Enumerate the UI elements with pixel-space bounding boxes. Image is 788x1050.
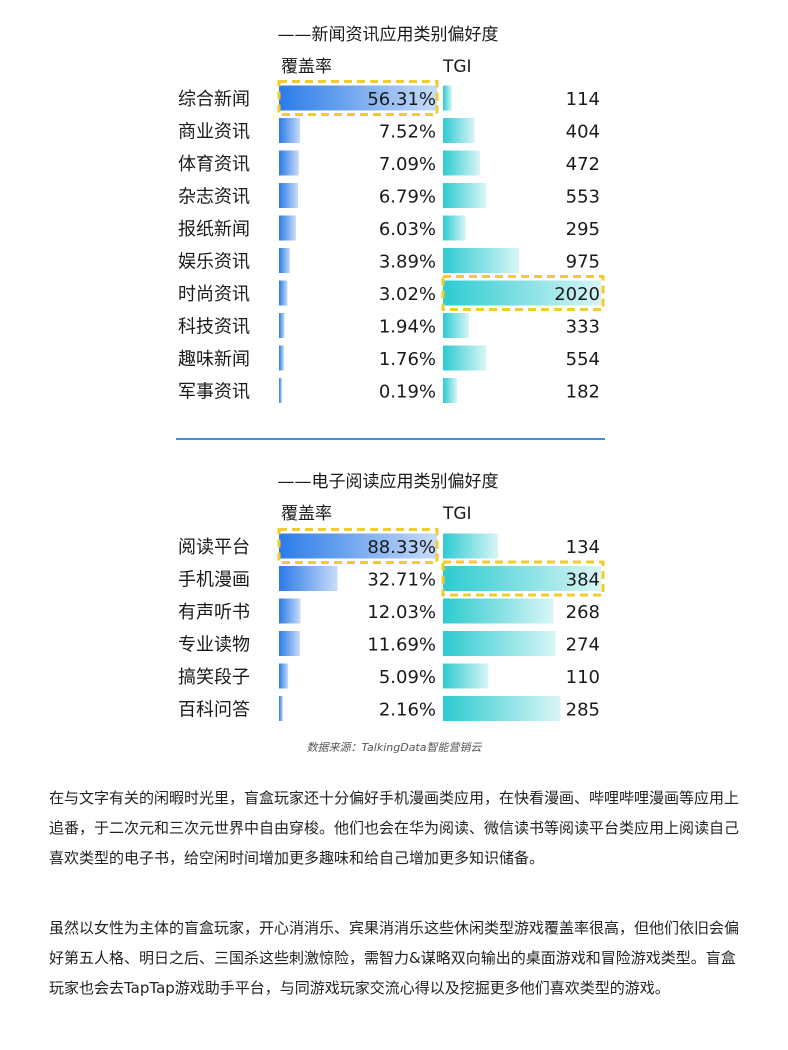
coverage-value-label: 2.16% [379, 700, 436, 721]
category-label: 手机漫画 [178, 570, 250, 591]
category-label: 军事资讯 [178, 382, 250, 403]
tgi-bar [443, 378, 458, 403]
section-divider [176, 438, 605, 440]
tgi-bar [443, 598, 554, 624]
category-label: 有声听书 [178, 602, 250, 623]
coverage-value-label: 3.02% [379, 284, 436, 305]
column-header-tgi: TGI [442, 504, 472, 524]
tgi-bar [443, 696, 561, 721]
coverage-bar [279, 598, 301, 624]
tgi-value-label: 114 [566, 89, 600, 110]
tgi-bar [443, 533, 499, 559]
coverage-value-label: 12.03% [367, 602, 436, 623]
tgi-value-label: 134 [566, 537, 600, 558]
coverage-value-label: 6.79% [379, 187, 436, 208]
paragraph-comics-reading: 在与文字有关的闲暇时光里，盲盒玩家还十分偏好手机漫画类应用，在快看漫画、哔哩哔哩… [49, 789, 740, 867]
coverage-value-label: 0.19% [379, 382, 436, 403]
category-label: 阅读平台 [178, 537, 250, 558]
category-label: 时尚资讯 [178, 284, 250, 305]
coverage-highlight-box [277, 528, 439, 564]
tgi-value-label: 333 [566, 317, 600, 338]
data-source: 数据来源：TalkingData智能营销云 [306, 741, 482, 754]
category-label: 综合新闻 [178, 89, 250, 110]
category-label: 娱乐资讯 [178, 252, 250, 273]
tgi-bar [443, 345, 487, 371]
category-label: 科技资讯 [178, 317, 250, 338]
tgi-bar [443, 631, 556, 656]
coverage-value-label: 7.09% [379, 154, 436, 175]
chart-title: ——新闻资讯应用类别偏好度 [278, 25, 499, 45]
tgi-bar [443, 280, 601, 306]
category-label: 体育资讯 [178, 154, 250, 175]
coverage-value-label: 3.89% [379, 252, 436, 273]
tgi-value-label: 285 [566, 700, 600, 721]
tgi-bar [443, 566, 601, 591]
tgi-bar [443, 215, 467, 241]
tgi-bar [443, 663, 489, 689]
coverage-value-label: 1.76% [379, 349, 436, 370]
tgi-value-label: 268 [566, 602, 600, 623]
tgi-value-label: 384 [566, 570, 600, 591]
coverage-bar [279, 696, 283, 721]
tgi-bar [443, 248, 520, 273]
coverage-bar [279, 378, 282, 403]
tgi-value-label: 295 [566, 219, 600, 240]
coverage-value-label: 1.94% [379, 317, 436, 338]
tgi-value-label: 2020 [554, 284, 600, 305]
coverage-bar [279, 248, 290, 273]
tgi-value-label: 182 [566, 382, 600, 403]
category-label: 报纸新闻 [178, 219, 250, 240]
coverage-value-label: 56.31% [367, 89, 436, 110]
category-label: 商业资讯 [178, 122, 250, 143]
tgi-bar [443, 183, 487, 208]
coverage-value-label: 11.69% [367, 635, 436, 656]
tgi-value-label: 274 [566, 635, 600, 656]
coverage-value-label: 6.03% [379, 219, 436, 240]
category-label: 趣味新闻 [178, 349, 250, 370]
tgi-bar [443, 85, 452, 111]
coverage-highlight-box [277, 80, 439, 116]
column-header-coverage: 覆盖率 [281, 57, 332, 77]
tgi-value-label: 404 [566, 122, 600, 143]
coverage-value-label: 5.09% [379, 667, 436, 688]
category-label: 杂志资讯 [178, 187, 250, 208]
paragraph-games: 虽然以女性为主体的盲盒玩家，开心消消乐、宾果消消乐这些休闲类型游戏覆盖率很高，但… [49, 919, 740, 997]
coverage-bar [279, 533, 437, 559]
coverage-bar [279, 215, 296, 241]
coverage-value-label: 32.71% [367, 570, 436, 591]
category-label: 百科问答 [178, 700, 250, 721]
tgi-highlight-box [441, 275, 605, 311]
coverage-bar [279, 183, 299, 208]
coverage-bar [279, 85, 437, 111]
tgi-bar [443, 150, 480, 176]
tgi-bar [443, 313, 470, 338]
tgi-value-label: 975 [566, 252, 600, 273]
tgi-highlight-box [441, 560, 605, 597]
category-label: 专业读物 [178, 635, 250, 656]
coverage-bar [279, 118, 301, 143]
coverage-bar [279, 313, 285, 338]
coverage-value-label: 7.52% [379, 122, 436, 143]
column-header-tgi: TGI [442, 57, 472, 77]
tgi-bar [443, 118, 475, 143]
category-label: 搞笑段子 [178, 667, 250, 688]
column-header-coverage: 覆盖率 [281, 504, 332, 524]
coverage-bar [279, 663, 289, 689]
coverage-bar [279, 566, 338, 591]
coverage-bar [279, 280, 288, 306]
tgi-value-label: 554 [566, 349, 600, 370]
chart-title: ——电子阅读应用类别偏好度 [278, 472, 499, 492]
coverage-value-label: 88.33% [367, 537, 436, 558]
coverage-bar [279, 631, 300, 656]
tgi-value-label: 110 [566, 667, 600, 688]
coverage-bar [279, 345, 284, 371]
tgi-value-label: 553 [566, 187, 600, 208]
coverage-bar [279, 150, 299, 176]
tgi-value-label: 472 [566, 154, 600, 175]
